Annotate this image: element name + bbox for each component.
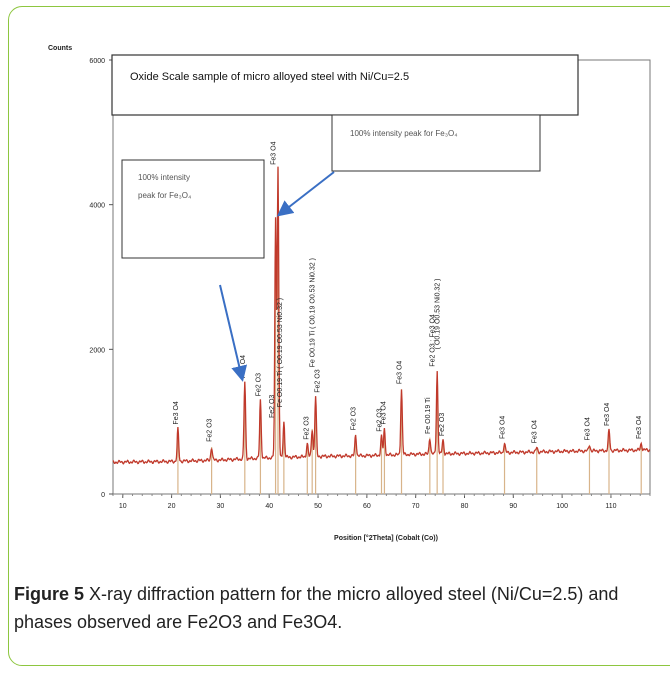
peak-label: Fe O0.19 Ti ( O0.19 O0.53 Ni0.32 )	[310, 258, 317, 367]
peak-label: Fe3 O4	[500, 416, 507, 439]
y-tick-label: 4000	[89, 203, 105, 210]
peak-label: Fe3 O4	[636, 416, 643, 439]
peak-label: Fe2 O3	[315, 369, 322, 392]
caption-label: Figure 5	[14, 584, 85, 604]
x-tick-label: 60	[363, 503, 371, 510]
title-box-text: Oxide Scale sample of micro alloyed stee…	[130, 71, 409, 83]
y-tick-label: 0	[101, 492, 105, 499]
peak-label: Fe3 O4	[604, 403, 611, 426]
x-tick-label: 90	[509, 503, 517, 510]
callout-arrow-left	[219, 284, 248, 382]
peak-label: Fe3 O4	[397, 361, 404, 384]
x-tick-label: 80	[461, 503, 469, 510]
peak-label: Fe3 O4	[173, 401, 180, 424]
y-tick-label: 2000	[89, 347, 105, 354]
diffraction-trace	[112, 166, 651, 465]
callout-right-text: 100% intensity peak for Fe₃O₄	[350, 129, 457, 138]
caption-text: X-ray diffraction pattern for the micro …	[14, 584, 619, 632]
peak-label: Fe2 O3	[351, 407, 358, 430]
peak-label: Fe2 O3 ; Fe3 O4	[430, 314, 437, 367]
peak-label: Fe2 O3	[377, 408, 384, 431]
callout-box-right	[331, 114, 541, 172]
x-tick-label: 30	[217, 503, 225, 510]
x-tick-label: 110	[605, 503, 616, 510]
x-tick-label: 100	[556, 503, 568, 510]
peak-label: Fe O0.19 Ti ( O0.19 O0.53 Ni0.32 )	[277, 298, 284, 407]
callout-left-line2: peak for Fe₃O₄	[138, 191, 191, 200]
peak-label: Fe2 O3	[303, 416, 310, 439]
peak-label: Fe3 O4	[532, 420, 539, 443]
xrd-chart: 10 20 30 40 50 60 70 80 90 100 110 0 2000 4000 6000 Fe…	[48, 45, 651, 542]
figure-caption: Figure 5 X-ray diffraction pattern for t…	[14, 580, 664, 636]
x-tick-label: 20	[168, 503, 176, 510]
x-tick-label: 10	[119, 503, 127, 510]
peak-label: Fe O0.19 Ti	[425, 397, 432, 434]
x-tick-label: 40	[265, 503, 273, 510]
x-tick-label: 70	[412, 503, 420, 510]
y-axis-label: Counts	[48, 45, 72, 52]
callout-arrow-right	[276, 171, 335, 217]
y-tick-label: 6000	[89, 58, 105, 65]
callout-left-line1: 100% intensity	[138, 173, 190, 182]
figure-card	[8, 6, 670, 666]
peak-label: ( O0.19 O0.53 Ni0.32 )	[435, 279, 442, 350]
axis-ticks: 10 20 30 40 50 60 70 80 90 100 110 0 2000 4000 6000	[89, 58, 651, 510]
callout-box-left	[121, 159, 265, 259]
title-box	[111, 54, 579, 116]
peak-label: Fe2 O3	[207, 418, 214, 441]
peak-label: Fe3 O4	[380, 401, 387, 424]
x-axis-label: Position [°2Theta] (Cobalt (Co))	[334, 534, 438, 542]
peak-label: Fe2 O3	[255, 373, 262, 396]
peak-label: Fe2 O3	[439, 413, 446, 436]
peak-label: Fe2 O3	[269, 395, 276, 418]
peak-label: Fe3 O4	[584, 417, 591, 440]
peak-label: Fe3 O4	[271, 141, 278, 164]
x-tick-label: 50	[314, 503, 322, 510]
